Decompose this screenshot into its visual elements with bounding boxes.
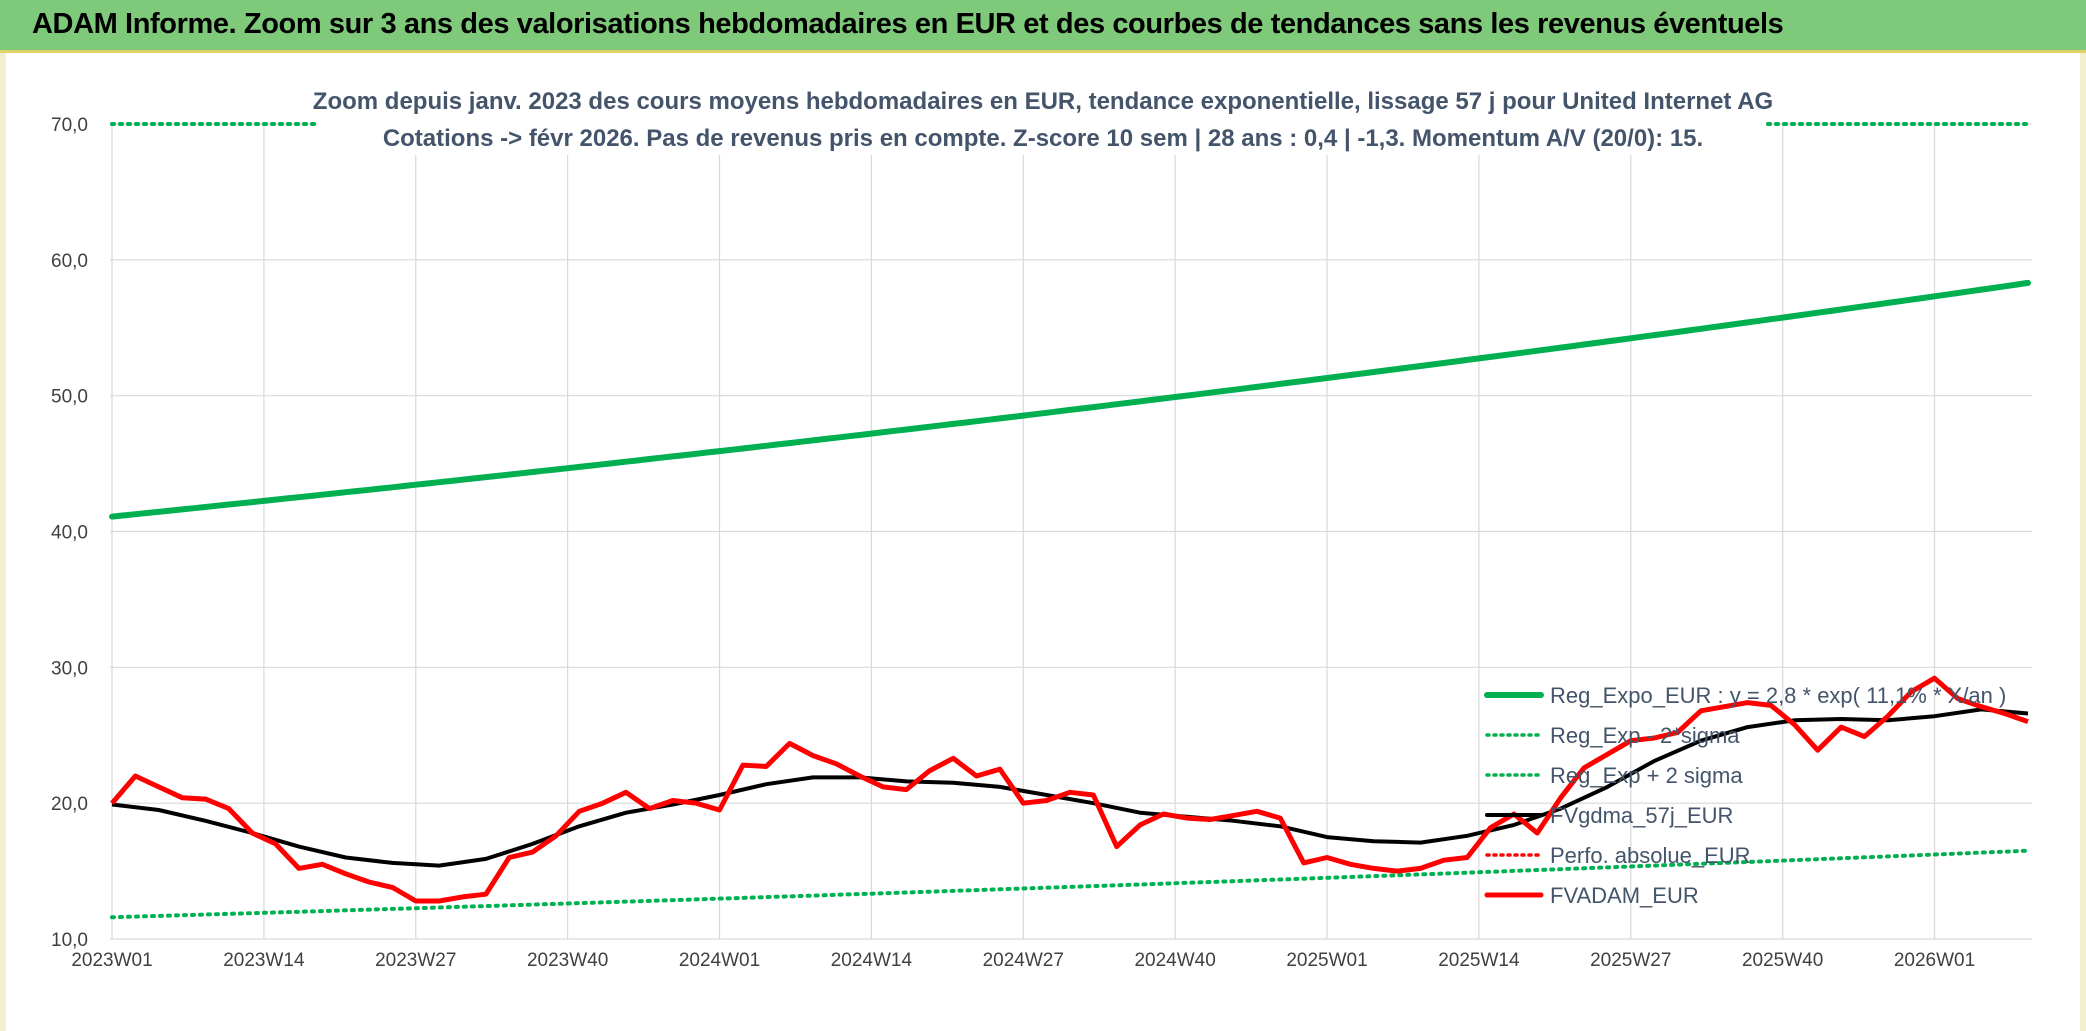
x-tick-label: 2023W14 <box>223 950 305 971</box>
series-fvadam <box>110 675 2029 904</box>
series-reg-minus-2sigma <box>110 848 2030 920</box>
x-tick-label: 2024W40 <box>1134 950 1215 971</box>
y-tick-label: 40,0 <box>51 523 88 544</box>
report-banner: ADAM Informe. Zoom sur 3 ans des valoris… <box>0 0 2086 53</box>
x-tick-label: 2024W27 <box>983 950 1064 971</box>
subtitle-line2-bg <box>318 119 1766 155</box>
axis-layer: 10,0 20,0 30,0 40,0 50,0 60,0 70,0 2023W01 2023W… <box>51 115 1975 971</box>
left-edge-bar <box>0 53 6 1031</box>
y-tick-label: 50,0 <box>51 387 88 408</box>
x-tick-label: 2024W01 <box>679 950 760 971</box>
chart-subtitle-line1: Zoom depuis janv. 2023 des cours moyens … <box>313 88 1773 115</box>
legend-label-fvadam: FVADAM_EUR <box>1550 883 1699 908</box>
x-tick-label: 2025W27 <box>1590 950 1671 971</box>
legend-label-reg-minus: Reg_Exp - 2*sigma <box>1550 723 1740 748</box>
chart-legend: Reg_Expo_EUR : y = 2,8 * exp( 11,1% * X/… <box>1484 683 2006 908</box>
legend-label-fvgdma: FVgdma_57j_EUR <box>1550 803 1733 828</box>
series-reg-expo <box>109 279 2031 520</box>
legend-label-perfo: Perfo. absolue_EUR <box>1550 843 1751 868</box>
legend-label-reg-plus: Reg_Exp + 2 sigma <box>1550 763 1743 788</box>
series-fvgdma <box>111 707 2029 868</box>
y-tick-label: 30,0 <box>51 658 88 679</box>
y-tick-label: 10,0 <box>51 930 88 951</box>
y-tick-label: 60,0 <box>51 251 88 272</box>
y-tick-label: 70,0 <box>51 115 88 136</box>
x-tick-label: 2023W01 <box>71 950 152 971</box>
report-title: ADAM Informe. Zoom sur 3 ans des valoris… <box>32 8 1784 40</box>
x-tick-label: 2026W01 <box>1894 950 1975 971</box>
grid-lines <box>110 123 2032 940</box>
line-chart: 10,0 20,0 30,0 40,0 50,0 60,0 70,0 2023W01 2023W… <box>51 81 2032 971</box>
subtitle-line1-bg <box>318 81 1766 117</box>
y-tick-label: 20,0 <box>51 794 88 815</box>
legend-label-reg-expo: Reg_Expo_EUR : y = 2,8 * exp( 11,1% * X/… <box>1550 683 2006 708</box>
x-tick-label: 2025W01 <box>1286 950 1367 971</box>
x-tick-label: 2023W27 <box>375 950 456 971</box>
x-tick-label: 2024W14 <box>831 950 913 971</box>
x-tick-label: 2025W40 <box>1742 950 1823 971</box>
right-edge-bar <box>2080 53 2086 1031</box>
x-tick-label: 2025W14 <box>1438 950 1520 971</box>
chart-subtitle-line2: Cotations -> févr 2026. Pas de revenus p… <box>383 125 1703 152</box>
x-tick-label: 2023W40 <box>527 950 608 971</box>
series-layer <box>109 122 2031 920</box>
